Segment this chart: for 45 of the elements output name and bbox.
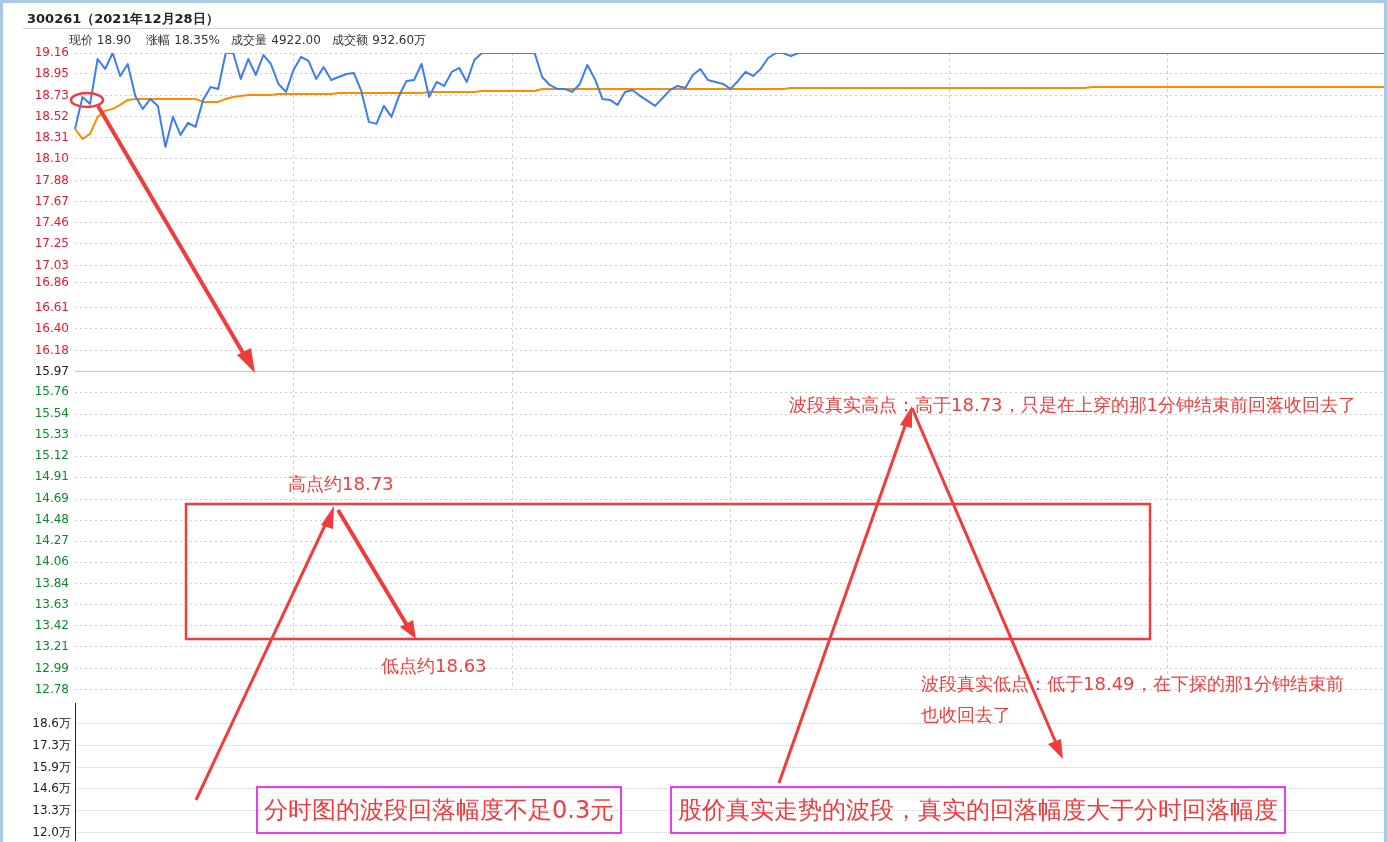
y-tick-label: 16.61 [34,299,69,314]
y-tick-label: 17.46 [34,214,69,229]
y-tick-label: 18.52 [34,109,69,123]
y-tick-label: 18.73 [34,88,69,103]
y-tick-label: 15.97 [34,363,69,378]
y-tick-label: 14.06 [34,554,69,569]
y-tick-label: 18.10 [34,150,69,165]
text: 股价真实走势的波段，真实的回落幅度大于分时回落幅度 [670,786,1286,834]
annotation: 低点约18.63 [381,654,487,678]
y-tick-label: 14.69 [34,491,69,506]
text: 15.9万 [32,758,71,775]
y-tick-label: 16.86 [34,274,69,289]
y-tick-label: 12.99 [34,660,69,675]
y-tick-label: 15.76 [34,384,69,399]
text: 13.3万 [32,802,71,819]
y-tick-label: 15.33 [34,427,69,442]
y-tick-label: 19.16 [34,45,69,60]
y-tick-label: 13.21 [34,639,69,654]
y-tick-label: 15.54 [34,406,69,421]
text: 17.3万 [32,736,71,753]
chart-subtitle: 现价 18.90 涨幅 18.35% 成交量 4922.00 成交额 932.60万 [69,32,427,49]
text: 14.6万 [32,780,71,797]
y-tick-label: 17.88 [34,172,69,187]
y-tick-label: 18.31 [34,129,69,144]
y-tick-label: 14.48 [34,512,69,527]
y-tick-label: 13.63 [34,597,69,612]
annotation: 波段真实低点：低于18.49，在下探的那1分钟结束前也收回去了 [921,672,1345,727]
y-tick-label: 17.03 [34,257,69,272]
y-tick-label: 17.25 [34,235,69,250]
y-tick-label: 17.67 [34,193,69,208]
annotation: 波段真实高点：高于18.73，只是在上穿的那1分钟结束前回落收回去了 [789,393,1357,417]
text: 12.0万 [32,824,71,840]
y-tick-label: 18.95 [34,66,69,81]
y-tick-label: 15.12 [34,448,69,463]
y-tick-label: 16.18 [34,342,69,357]
y-tick-label: 12.78 [34,681,69,696]
annotation: 高点约18.73 [288,472,394,496]
text: 分时图的波段回落幅度不足0.3元 [256,786,623,834]
y-tick-label: 16.40 [34,320,69,335]
y-tick-label: 13.84 [34,576,69,591]
y-tick-label: 14.27 [34,533,69,548]
chart-title: 300261（2021年12月28日） [27,10,219,28]
y-tick-label: 14.91 [34,469,69,484]
text: 18.6万 [32,715,71,731]
y-tick-label: 13.42 [34,618,69,633]
